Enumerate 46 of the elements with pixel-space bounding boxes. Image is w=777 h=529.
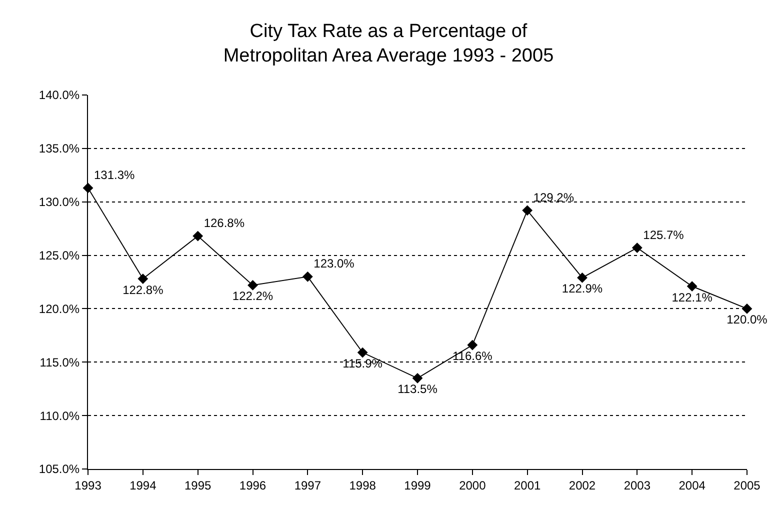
x-tick-label: 1993 <box>74 478 102 492</box>
y-tick-label: 135.0% <box>38 142 80 156</box>
point <box>302 271 313 282</box>
y-tick-label: 105.0% <box>38 462 80 476</box>
x-tick-label: 2002 <box>568 478 596 492</box>
data-label: 120.0% <box>726 312 768 327</box>
point <box>248 280 258 290</box>
point <box>522 205 533 216</box>
data-label: 125.7% <box>643 228 684 242</box>
data-label: 122.2% <box>232 289 274 304</box>
x-tick-label: 1997 <box>294 478 322 492</box>
x-tick-label: 2004 <box>678 478 706 492</box>
data-label: 129.2% <box>533 190 574 204</box>
y-tick-label: 120.0% <box>38 302 80 316</box>
x-tick-label: 2003 <box>624 478 651 492</box>
data-label: 126.8% <box>204 216 245 230</box>
y-tick-label: 130.0% <box>38 195 80 210</box>
x-tick-label: 1999 <box>404 478 432 492</box>
x-tick-label: 2005 <box>734 478 761 492</box>
point <box>686 281 698 292</box>
point <box>577 272 588 283</box>
point <box>357 347 368 358</box>
point <box>192 230 204 242</box>
x-tick-label: 2000 <box>459 478 486 492</box>
chart-title: City Tax Rate as a Percentage of Metropolitan Area Average 1993 - 2005 <box>223 21 554 67</box>
point <box>138 274 148 284</box>
y-tick-label: 140.0% <box>38 88 80 102</box>
data-label: 131.3% <box>94 168 136 182</box>
x-tick-label: 1998 <box>349 478 376 492</box>
data-label: 113.5% <box>398 382 438 396</box>
x-tick-label: 1994 <box>130 478 157 492</box>
data-label: 122.9% <box>562 282 603 296</box>
data-label: 123.0% <box>314 256 355 271</box>
y-tick-label: 115.0% <box>40 355 80 370</box>
x-tick-label: 1995 <box>184 478 212 492</box>
y-tick-label: 110.0% <box>40 408 80 423</box>
x-tick-label: 2001 <box>514 478 541 492</box>
point <box>742 304 752 314</box>
data-label: 116.6% <box>452 349 493 364</box>
data-label: 122.1% <box>672 290 713 304</box>
x-tick-label: 1996 <box>239 478 266 492</box>
point <box>632 242 642 254</box>
data-label: 122.8% <box>122 282 164 297</box>
point <box>467 340 478 350</box>
point <box>412 372 423 384</box>
y-tick-label: 125.0% <box>38 248 80 262</box>
